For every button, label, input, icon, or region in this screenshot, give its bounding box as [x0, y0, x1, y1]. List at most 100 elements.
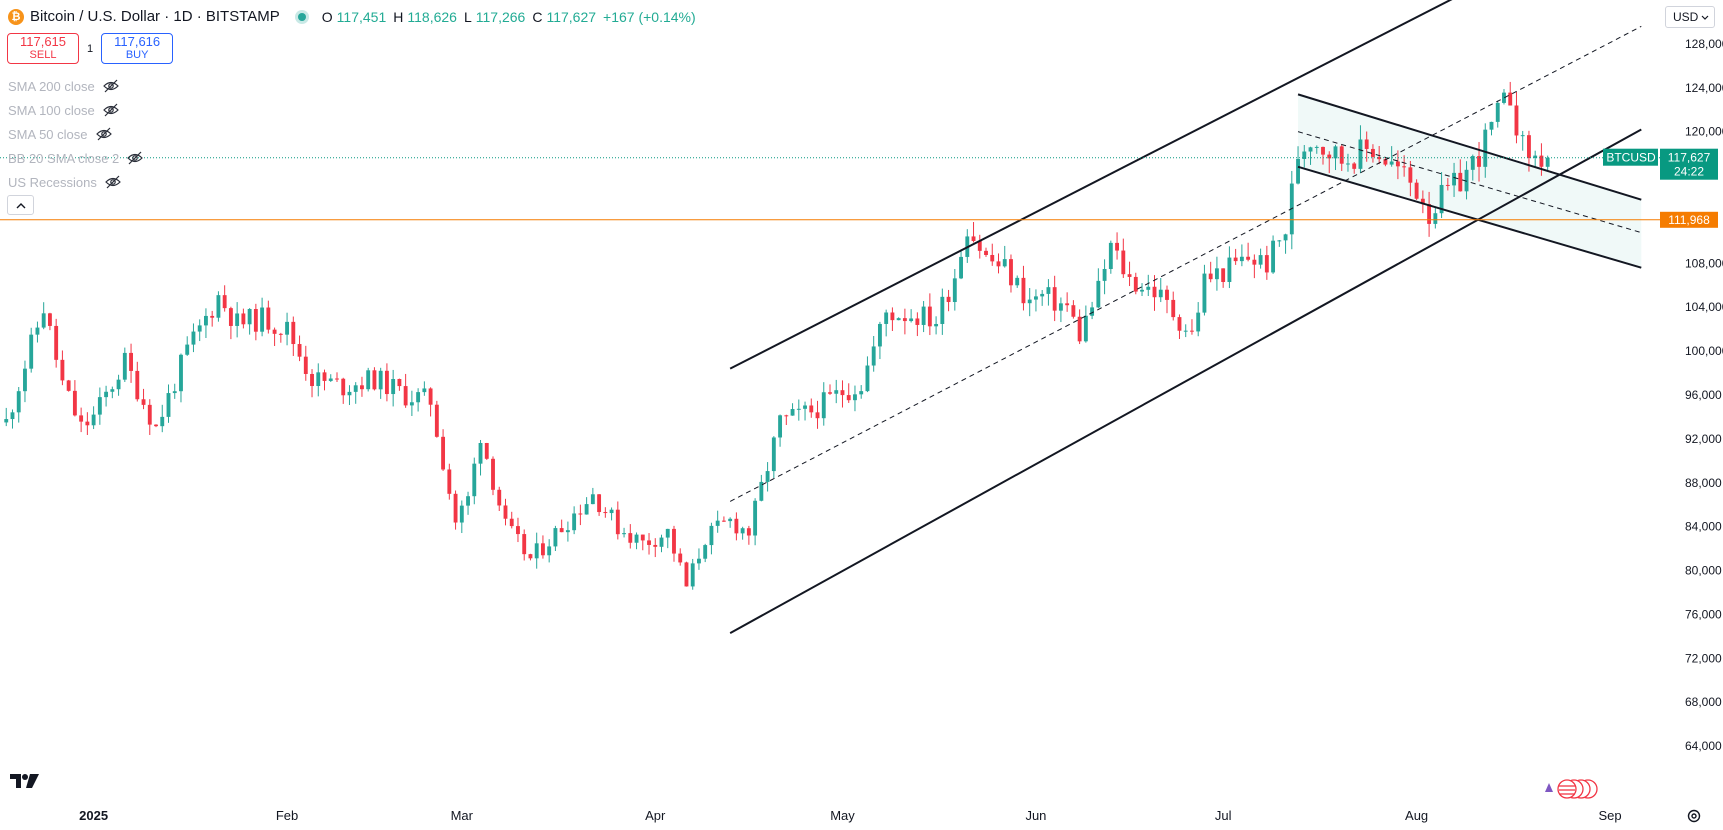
candle-body — [927, 306, 932, 327]
tradingview-logo-icon[interactable] — [10, 772, 40, 795]
candle-body — [23, 368, 27, 392]
candle-body — [534, 543, 539, 559]
candle-body — [54, 325, 59, 360]
candle-body — [1539, 155, 1544, 167]
candle-body — [391, 378, 396, 395]
candle-body — [1102, 269, 1107, 281]
candle-body — [977, 240, 982, 251]
eye-hidden-icon[interactable] — [102, 79, 119, 93]
candle-body — [1208, 273, 1213, 280]
candle-body — [1077, 316, 1082, 342]
candle-body — [60, 359, 65, 381]
candle-body — [1533, 155, 1538, 159]
candle-body — [1040, 293, 1045, 297]
candle-body — [1046, 287, 1051, 294]
candle-body — [147, 404, 152, 425]
candle-body — [1514, 105, 1519, 136]
candle-body — [1395, 161, 1400, 167]
symbol-header: ₿ Bitcoin / U.S. Dollar · 1D · BITSTAMP … — [8, 8, 699, 25]
currency-select[interactable]: USD — [1665, 6, 1715, 28]
y-tick-label: 68,000 — [1685, 695, 1722, 709]
candle-body — [647, 540, 651, 545]
y-tick-label: 80,000 — [1685, 564, 1722, 578]
candle-body — [1458, 172, 1463, 192]
gear-icon[interactable] — [1686, 808, 1702, 824]
candle-body — [1364, 139, 1369, 149]
chevron-down-icon — [1701, 15, 1709, 20]
candle-body — [634, 534, 639, 543]
candle-body — [1264, 255, 1269, 273]
candle-body — [154, 424, 158, 427]
eye-hidden-icon[interactable] — [95, 127, 112, 141]
candle-body — [721, 520, 726, 522]
indicator-sma-50[interactable]: SMA 50 close — [8, 122, 143, 146]
candle-body — [372, 370, 377, 390]
candle-body — [1227, 257, 1232, 282]
candle-body — [347, 391, 352, 396]
x-tick-label: Sep — [1599, 808, 1622, 823]
candle-body — [940, 296, 945, 324]
sell-button[interactable]: 117,615 SELL — [7, 33, 79, 64]
flag-fill-polygon — [1298, 94, 1642, 268]
collapse-legend-button[interactable] — [7, 195, 34, 215]
candle-body — [853, 394, 857, 401]
eye-hidden-icon[interactable] — [105, 175, 121, 189]
candle-body — [578, 513, 583, 515]
indicator-us-recessions[interactable]: US Recessions — [8, 170, 143, 194]
candle-body — [559, 528, 564, 533]
candle-body — [1389, 161, 1394, 165]
candle-body — [865, 365, 870, 392]
economic-events-icon[interactable] — [1541, 778, 1599, 800]
y-tick-label: 124,000 — [1685, 81, 1723, 95]
symbol-title[interactable]: Bitcoin / U.S. Dollar · 1D · BITSTAMP — [30, 8, 280, 25]
candle-body — [690, 563, 695, 587]
candle-body — [1508, 92, 1513, 106]
buy-button[interactable]: 117,616 BUY — [101, 33, 174, 64]
candle-body — [1427, 204, 1432, 224]
candle-body — [846, 395, 851, 401]
candle-body — [946, 296, 951, 303]
candle-body — [740, 528, 745, 534]
candle-body — [771, 437, 776, 472]
candle-body — [303, 356, 308, 374]
candle-body — [1489, 121, 1494, 130]
x-tick-label: May — [830, 808, 855, 823]
flag-fill-area — [1298, 94, 1642, 268]
indicator-bb-20[interactable]: BB 20 SMA close 2 — [8, 146, 144, 170]
candle-body — [197, 325, 202, 332]
x-tick-label: Jul — [1215, 808, 1232, 823]
candle-body — [10, 412, 15, 420]
y-tick-label: 64,000 — [1685, 739, 1722, 753]
candle-body — [1002, 259, 1007, 267]
candle-body — [491, 458, 495, 490]
candle-body — [322, 372, 327, 381]
eye-hidden-icon[interactable] — [102, 103, 119, 117]
candle-body — [428, 388, 433, 405]
candle-body — [622, 533, 626, 535]
trade-panel: 117,615 SELL 1 117,616 BUY — [7, 33, 174, 64]
flag-lower-line — [1297, 165, 1642, 269]
eye-hidden-icon[interactable] — [127, 151, 144, 165]
candle-body — [79, 415, 84, 422]
candle-body — [528, 554, 533, 559]
candle-body — [116, 379, 121, 390]
candle-body — [1177, 317, 1182, 331]
x-tick-label: Aug — [1405, 808, 1428, 823]
candle-body — [1108, 242, 1113, 270]
candle-body — [210, 315, 215, 318]
price-levels — [0, 157, 1660, 221]
candle-body — [659, 537, 664, 547]
y-tick-label: 104,000 — [1685, 300, 1723, 314]
indicator-sma-100[interactable]: SMA 100 close — [8, 98, 143, 122]
indicator-sma-200[interactable]: SMA 200 close — [8, 74, 143, 98]
candle-body — [1183, 330, 1188, 332]
candle-body — [1034, 296, 1038, 300]
candle-body — [909, 318, 914, 322]
candle-body — [540, 543, 545, 556]
candle-body — [653, 544, 658, 547]
candle-body — [434, 404, 439, 437]
candle-body — [840, 390, 845, 396]
flag-upper-line — [1297, 93, 1642, 201]
channel-upper-line — [729, 0, 1453, 370]
